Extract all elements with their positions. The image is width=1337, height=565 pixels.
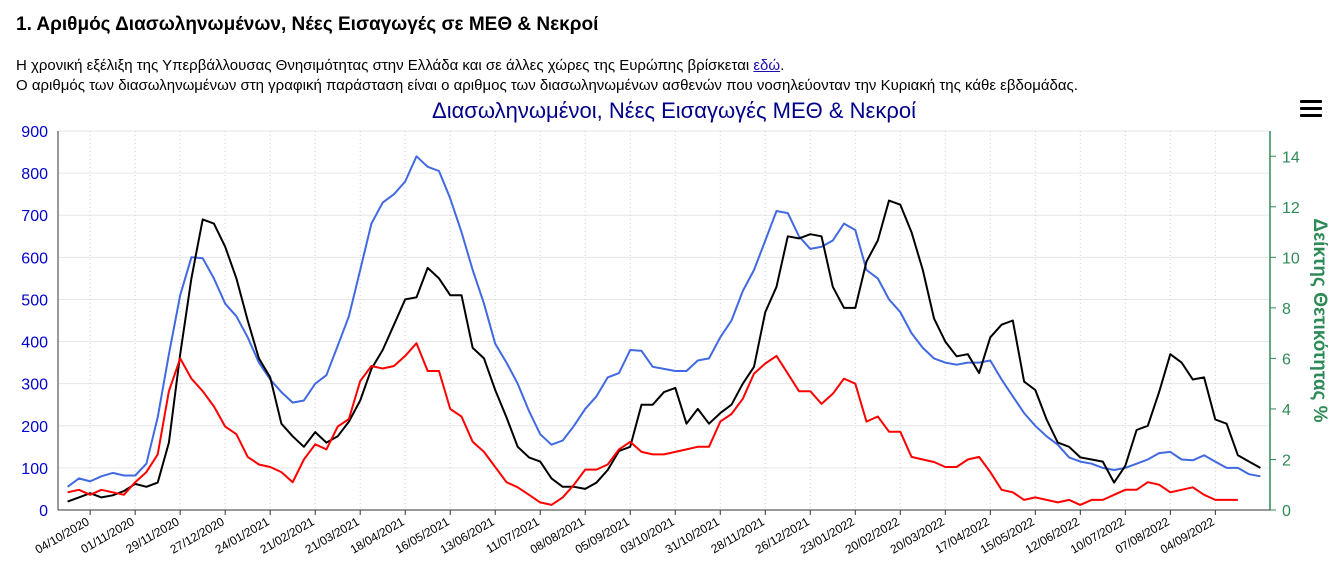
right-tick-label: 12 — [1282, 200, 1300, 217]
right-tick-label: 0 — [1282, 503, 1291, 520]
right-tick-label: 10 — [1282, 250, 1300, 267]
left-tick-label: 100 — [21, 461, 48, 478]
left-tick-label: 200 — [21, 419, 48, 436]
left-tick-label: 500 — [21, 292, 48, 309]
chart-grid — [58, 130, 1270, 511]
series-line-icu — [67, 199, 1261, 503]
intro-line-1-text: Η χρονική εξέλιξη της Υπερβάλλουσας Θνησ… — [16, 57, 754, 74]
left-tick-label: 800 — [21, 166, 48, 183]
excess-mortality-link[interactable]: εδώ — [753, 57, 781, 74]
intro-line-2: Ο αριθμός των διασωληνωμένων στη γραφική… — [16, 77, 1078, 94]
series-line-deaths — [67, 342, 1238, 506]
left-tick-label: 300 — [21, 377, 48, 394]
intro-text: Η χρονική εξέλιξη της Υπερβάλλουσας Θνησ… — [16, 56, 1078, 96]
hamburger-menu-icon — [1300, 100, 1322, 103]
right-tick-label: 14 — [1282, 149, 1300, 166]
chart-title: Διασωληνωμένοι, Νέες Εισαγωγές ΜΕΘ & Νεκ… — [432, 98, 916, 123]
left-tick-label: 0 — [39, 503, 48, 520]
intro-line-1: Η χρονική εξέλιξη της Υπερβάλλουσας Θνησ… — [16, 56, 1078, 76]
left-tick-label: 400 — [21, 335, 48, 352]
chart-menu-button[interactable] — [1300, 100, 1322, 118]
chart-container: Διασωληνωμένοι, Νέες Εισαγωγές ΜΕΘ & Νεκ… — [0, 92, 1337, 560]
intro-line-1-end: . — [780, 57, 785, 74]
right-tick-label: 4 — [1282, 402, 1291, 419]
right-tick-label: 2 — [1282, 452, 1291, 469]
chart-series — [67, 155, 1261, 506]
left-tick-label: 900 — [21, 124, 48, 141]
left-tick-label: 700 — [21, 208, 48, 225]
right-tick-label: 6 — [1282, 351, 1291, 368]
chart-svg: Διασωληνωμένοι, Νέες Εισαγωγές ΜΕΘ & Νεκ… — [21, 98, 1330, 557]
section-title: 1. Αριθμός Διασωληνωμένων, Νέες Εισαγωγέ… — [16, 14, 599, 35]
right-tick-label: 8 — [1282, 301, 1291, 318]
chart-axes: 0100200300400500600700800900024681012140… — [21, 124, 1300, 557]
left-tick-label: 600 — [21, 250, 48, 267]
right-axis-label: Δείκτης Θετικότητας % — [1309, 218, 1330, 422]
series-line-intubated — [67, 155, 1261, 488]
